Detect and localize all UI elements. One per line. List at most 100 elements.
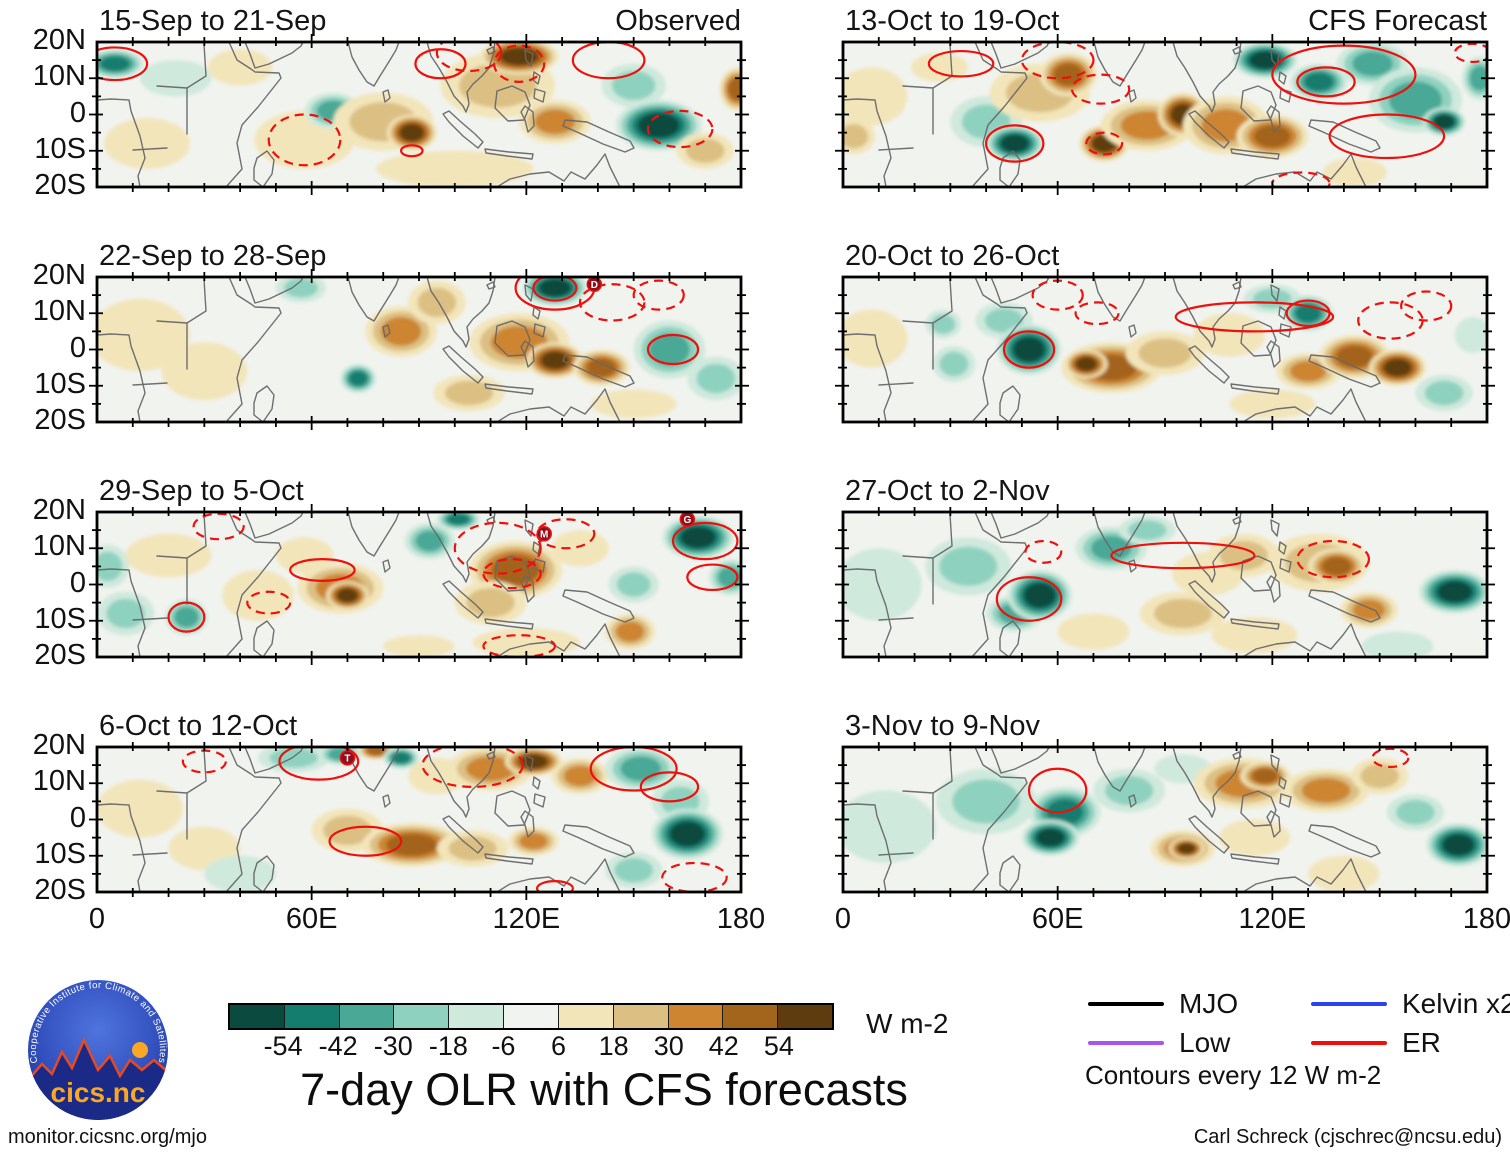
svg-text:D: D [591,280,598,291]
panel-title: 3-Nov to 9-Nov [845,710,1041,742]
y-axis-tick-label: 20S [34,404,86,437]
colorbar-segment [778,1005,832,1028]
colorbar-segment [504,1005,559,1028]
colorbar [228,1003,834,1030]
legend-label: Low [1179,1027,1231,1058]
y-axis-tick-label: 10S [34,367,86,400]
storm-marker: G [679,511,696,527]
olr-anomaly-map [835,739,1495,900]
panel-title: 15-Sep to 21-Sep [99,5,327,37]
y-axis-tick-label: 10N [32,530,86,563]
map-panel-observed-week4: 6-Oct to 12-Oct T [89,710,749,900]
colorbar-tick-label: 30 [653,1031,684,1061]
colorbar-segment [613,1005,669,1028]
legend-label: Kelvin x2 [1402,988,1510,1019]
colorbar-tick-label: -6 [491,1031,516,1061]
x-axis-tick-label: 180 [1462,903,1510,935]
kelvin-line-swatch [1311,1002,1387,1006]
y-axis-tick-label: 10N [32,60,86,93]
author-credit: Carl Schreck (cjschrec@ncsu.edu) [1193,1126,1502,1148]
logo-mountains [28,1040,168,1120]
olr-anomaly-map: T [89,739,749,900]
map-panel-observed-week1: 15-Sep to 21-Sep Observed [89,5,749,195]
x-axis-tick-label: 60E [1031,903,1084,935]
panel-corner-label: CFS Forecast [1308,5,1487,37]
y-axis-tick-label: 20N [32,259,86,292]
legend-item-er: ER [1311,1027,1441,1059]
colorbar-tick-label: 42 [708,1031,739,1061]
olr-anomaly-map [89,34,749,195]
legend-item-kelvin: Kelvin x2 [1311,988,1510,1020]
y-axis-tick-label: 0 [69,566,86,599]
panel-title: 22-Sep to 28-Sep [99,240,327,272]
colorbar-tick-label: -54 [263,1031,303,1061]
panel-title: 20-Oct to 26-Oct [845,240,1060,272]
y-axis-tick-label: 20S [34,639,86,672]
map-panel-observed-week2: 22-Sep to 28-Sep D [89,240,749,430]
x-axis-tick-label: 180 [716,903,766,935]
low-line-swatch [1088,1041,1164,1045]
storm-marker: T [339,750,356,766]
colorbar-tick-label: -42 [318,1031,358,1061]
figure-title: 7-day OLR with CFS forecasts [300,1064,908,1115]
contour-interval-note: Contours every 12 W m-2 [1085,1060,1382,1090]
y-axis-tick-label: 20N [32,494,86,527]
y-axis-tick-label: 10N [32,295,86,328]
colorbar-tick-label: -18 [428,1031,468,1061]
y-axis-tick-label: 10S [34,132,86,165]
svg-text:M: M [540,529,548,540]
svg-text:T: T [344,753,350,764]
legend-item-mjo: MJO [1088,988,1238,1020]
er-line-swatch [1311,1041,1387,1045]
legend-item-low: Low [1088,1027,1230,1059]
olr-anomaly-map: MG [89,504,749,665]
logo-name: cics.nc [51,1077,146,1108]
panel-corner-label: Observed [615,5,741,37]
colorbar-segment [723,1005,779,1028]
x-axis-tick-label: 60E [285,903,338,935]
map-panel-forecast-week2: 20-Oct to 26-Oct [835,240,1495,430]
map-panel-forecast-week4: 3-Nov to 9-Nov [835,710,1495,900]
colorbar-segment [449,1005,505,1028]
map-panel-forecast-week1: 13-Oct to 19-Oct CFS Forecast [835,5,1495,195]
legend-label: MJO [1179,988,1239,1019]
y-axis-tick-label: 20N [32,729,86,762]
y-axis-tick-label: 10N [32,765,86,798]
legend-label: ER [1402,1027,1441,1058]
storm-marker: D [586,276,603,292]
olr-anomaly-map: D [89,269,749,430]
y-axis-tick-label: 0 [69,801,86,834]
olr-anomaly-map [835,34,1495,195]
y-axis-tick-label: 0 [69,96,86,129]
colorbar-tick-label: 54 [763,1031,794,1061]
svg-text:G: G [683,515,691,526]
olr-anomaly-map [835,504,1495,665]
colorbar-units-label: W m-2 [866,1008,949,1039]
panel-title: 29-Sep to 5-Oct [99,475,304,507]
colorbar-segment [558,1005,614,1028]
colorbar-segment [230,1005,285,1028]
colorbar-segment [339,1005,395,1028]
colorbar-tick-label: 18 [598,1031,629,1061]
x-axis-tick-label: 120E [492,903,561,935]
cicsnc-logo: Cooperative Institute for Climate and Sa… [28,980,168,1120]
y-axis-tick-label: 0 [69,331,86,364]
y-axis-tick-label: 10S [34,837,86,870]
colorbar-tick-label: 6 [551,1031,567,1061]
x-axis-tick-label: 0 [834,903,852,935]
logo-sun-icon [132,1042,148,1058]
y-axis-tick-label: 20S [34,169,86,202]
olr-anomaly-map [835,269,1495,430]
logo-ridge-line [28,1036,168,1081]
panel-title: 27-Oct to 2-Nov [845,475,1050,507]
colorbar-segment [668,1005,724,1028]
panel-title: 6-Oct to 12-Oct [99,710,298,742]
colorbar-segment [284,1005,340,1028]
y-axis-tick-label: 20S [34,874,86,907]
x-axis-tick-label: 0 [88,903,106,935]
storm-marker: M [536,526,552,542]
map-panel-forecast-week3: 27-Oct to 2-Nov [835,475,1495,665]
colorbar-segment [394,1005,450,1028]
